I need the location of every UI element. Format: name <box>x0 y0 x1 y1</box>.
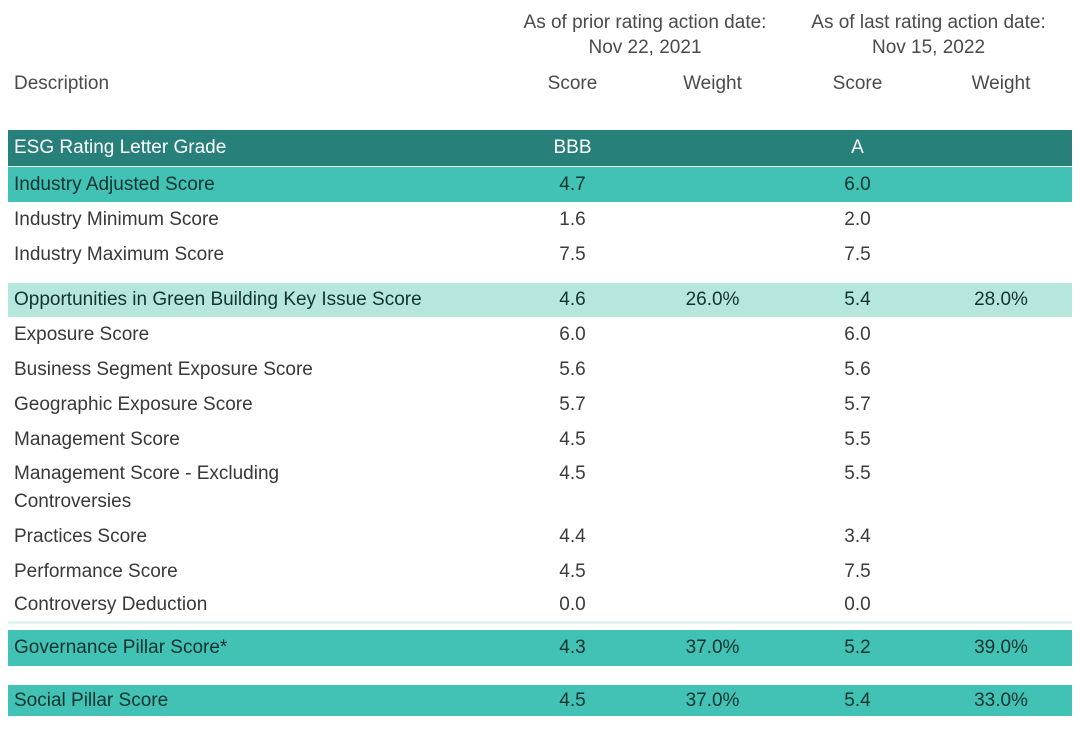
score-prior-cell: 4.4 <box>559 525 586 547</box>
score-last-cell: 5.5 <box>844 428 871 450</box>
column-header-row: Description Score Weight Score Weight <box>8 72 1072 96</box>
table-row: Industry Maximum Score 7.5 7.5 <box>8 237 1072 272</box>
weight-last-cell: 33.0% <box>974 689 1028 711</box>
score-last-cell: 5.2 <box>844 637 871 658</box>
row-label: Performance Score <box>14 560 178 582</box>
row-label: Management Score - Excluding Controversi… <box>14 463 280 512</box>
score-prior-cell: 4.5 <box>559 689 586 711</box>
row-label: Industry Maximum Score <box>14 243 225 265</box>
table-row: Industry Adjusted Score 4.7 6.0 <box>8 167 1072 202</box>
table-row: Geographic Exposure Score 5.7 5.7 <box>8 387 1072 422</box>
score-last-column-header: Score <box>832 73 883 94</box>
score-last-cell: 6.0 <box>844 173 871 195</box>
weight-prior-cell: 26.0% <box>685 289 740 310</box>
table-row: Governance Pillar Score* 4.3 37.0% 5.2 3… <box>8 630 1072 666</box>
row-label: Controversy Deduction <box>14 594 208 615</box>
score-prior-cell: BBB <box>553 137 592 158</box>
row-label: Social Pillar Score <box>14 689 169 711</box>
table-row: Opportunities in Green Building Key Issu… <box>8 283 1072 317</box>
score-prior-cell: 4.6 <box>559 289 586 310</box>
score-prior-cell: 1.6 <box>559 208 586 230</box>
row-label: Opportunities in Green Building Key Issu… <box>14 289 422 310</box>
score-last-cell: 7.5 <box>844 560 871 582</box>
table-row: Controversy Deduction 0.0 0.0 <box>8 589 1072 624</box>
row-label: Governance Pillar Score* <box>14 637 228 658</box>
score-last-cell: 5.5 <box>844 463 871 484</box>
table-row: Business Segment Exposure Score 5.6 5.6 <box>8 352 1072 387</box>
score-last-cell: 5.4 <box>844 689 871 711</box>
score-last-cell: 5.7 <box>844 393 871 415</box>
table-row: Practices Score 4.4 3.4 <box>8 519 1072 554</box>
score-last-cell: 7.5 <box>844 243 871 265</box>
score-prior-cell: 4.3 <box>559 637 586 658</box>
prior-rating-date-caption: As of prior rating action date: <box>523 12 767 33</box>
score-last-cell: 5.6 <box>844 358 871 380</box>
score-prior-cell: 4.7 <box>559 173 586 195</box>
weight-prior-cell: 37.0% <box>685 689 740 711</box>
date-header-row: As of prior rating action date: Nov 22, … <box>8 10 1072 60</box>
weight-last-column-header: Weight <box>971 73 1031 94</box>
table-row: Industry Minimum Score 1.6 2.0 <box>8 202 1072 237</box>
row-label: Industry Adjusted Score <box>14 173 215 195</box>
date-header-spacer <box>8 10 505 60</box>
score-prior-cell: 7.5 <box>559 243 586 265</box>
table-row: ESG Rating Letter Grade BBB A <box>8 130 1072 166</box>
score-last-cell: 2.0 <box>844 208 871 230</box>
weight-prior-cell: 37.0% <box>685 637 740 658</box>
table-header: As of prior rating action date: Nov 22, … <box>0 10 1080 96</box>
table-row: Management Score 4.5 5.5 <box>8 422 1072 457</box>
row-label: Management Score <box>14 428 180 450</box>
score-last-cell: 5.4 <box>844 289 871 310</box>
prior-rating-date-value: Nov 22, 2021 <box>588 37 702 58</box>
row-label: Business Segment Exposure Score <box>14 358 313 380</box>
row-label: Industry Minimum Score <box>14 208 219 230</box>
score-prior-cell: 0.0 <box>559 594 586 615</box>
table-row: Social Pillar Score 4.5 37.0% 5.4 33.0% <box>8 685 1072 716</box>
table-row: Management Score - Excluding Controversi… <box>8 457 1072 519</box>
score-prior-cell: 5.6 <box>559 358 586 380</box>
score-prior-cell: 4.5 <box>559 560 586 582</box>
score-last-cell: A <box>851 137 864 158</box>
score-last-cell: 0.0 <box>844 594 871 615</box>
description-column-header: Description <box>14 73 110 94</box>
score-prior-cell: 4.5 <box>559 463 586 484</box>
row-label: Practices Score <box>14 525 148 547</box>
last-rating-date-header: As of last rating action date: Nov 15, 2… <box>785 10 1072 60</box>
last-rating-date-caption: As of last rating action date: <box>811 12 1046 33</box>
score-prior-cell: 4.5 <box>559 428 586 450</box>
weight-prior-column-header: Weight <box>683 73 742 94</box>
score-last-cell: 3.4 <box>844 525 871 547</box>
weight-last-cell: 39.0% <box>974 637 1028 658</box>
table-row: Exposure Score 6.0 6.0 <box>8 317 1072 352</box>
weight-last-cell: 28.0% <box>974 289 1028 310</box>
row-label: Geographic Exposure Score <box>14 393 253 415</box>
row-label: Exposure Score <box>14 323 150 345</box>
table-row: Performance Score 4.5 7.5 <box>8 554 1072 589</box>
score-prior-column-header: Score <box>547 73 598 94</box>
score-prior-cell: 5.7 <box>559 393 586 415</box>
row-label: ESG Rating Letter Grade <box>14 137 227 158</box>
score-last-cell: 6.0 <box>844 323 871 345</box>
table-body: ESG Rating Letter Grade BBB A Industry A… <box>0 130 1080 716</box>
prior-rating-date-header: As of prior rating action date: Nov 22, … <box>505 10 785 60</box>
last-rating-date-value: Nov 15, 2022 <box>871 37 986 58</box>
score-prior-cell: 6.0 <box>559 323 586 345</box>
